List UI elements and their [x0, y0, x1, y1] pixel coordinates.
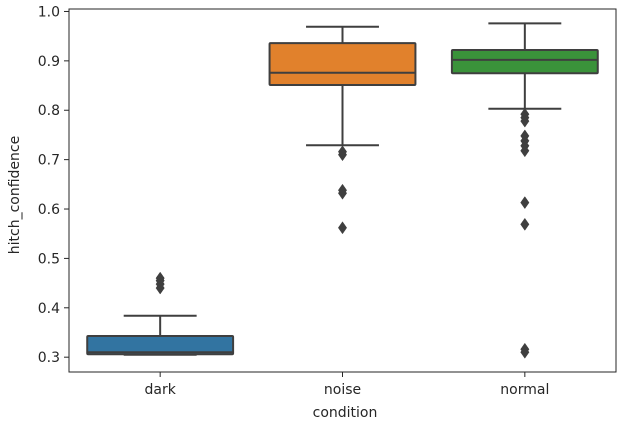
outlier-point [155, 271, 165, 285]
outlier-point [520, 196, 530, 210]
plot-area [86, 22, 599, 359]
x-tick-label: normal [500, 382, 549, 398]
outlier-point [337, 221, 348, 235]
outlier-point [337, 183, 348, 197]
x-tick-label: dark [144, 382, 176, 398]
box-group-normal [450, 22, 599, 359]
y-tick-label: 0.4 [38, 301, 60, 317]
outlier-point [520, 217, 530, 231]
y-tick-label: 0.3 [38, 350, 60, 366]
x-axis-title: condition [313, 405, 378, 421]
outlier-point [337, 145, 348, 159]
outlier-point [520, 345, 530, 359]
box-group-noise [268, 25, 417, 235]
box-dark [86, 334, 235, 356]
outlier-point [520, 114, 530, 128]
y-tick-label: 0.6 [38, 202, 60, 218]
y-tick-label: 1.0 [38, 4, 60, 20]
y-tick-label: 0.8 [38, 103, 60, 119]
y-tick-label: 0.7 [38, 153, 60, 169]
x-tick-label: noise [324, 382, 361, 398]
y-tick-label: 0.5 [38, 251, 60, 267]
y-tick-label: 0.9 [38, 54, 60, 70]
box-normal [450, 48, 599, 75]
y-axis-title: hitch_confidence [7, 136, 23, 254]
box-group-dark [86, 271, 235, 356]
axes: dark noise normal 0.3 0.4 0.5 0.6 0.7 0.8 0.9 1.0 [38, 4, 617, 398]
plot-frame [68, 8, 617, 373]
box-noise [268, 42, 417, 87]
outlier-point [520, 144, 530, 158]
